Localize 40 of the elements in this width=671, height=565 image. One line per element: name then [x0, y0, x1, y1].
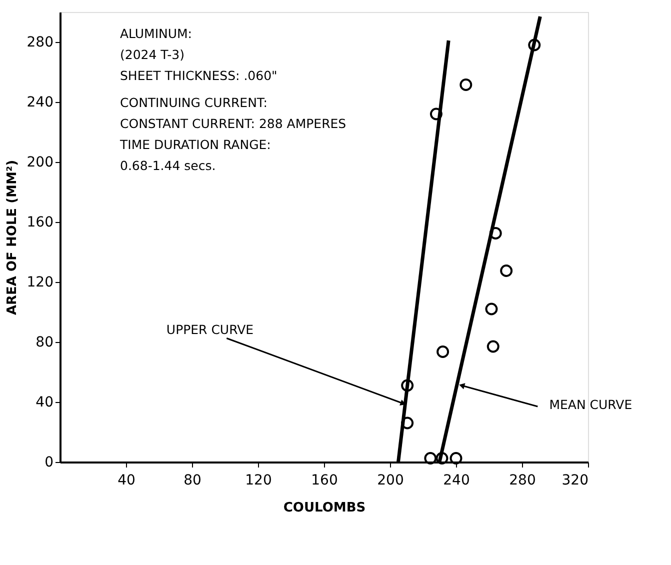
y-tick-label: 280 — [26, 34, 54, 50]
x-tick-label: 80 — [184, 472, 202, 488]
point — [401, 379, 414, 392]
annotation: 0.68-1.44 secs. — [120, 158, 216, 173]
x-tick-label: 280 — [509, 472, 536, 488]
annotation: MEAN CURVE — [549, 397, 632, 412]
point — [500, 264, 513, 277]
y-tick-label: 40 — [36, 394, 54, 410]
y-tick-label: 160 — [26, 214, 54, 230]
y-tick-label: 0 — [44, 454, 54, 470]
x-tick-label: 240 — [443, 472, 470, 488]
point — [430, 108, 442, 120]
annotation: ALUMINUM: — [120, 26, 192, 41]
point — [436, 346, 450, 358]
point — [528, 38, 541, 52]
y-tick-label: 80 — [36, 334, 54, 350]
annotation: (2024 T-3) — [120, 47, 184, 62]
point — [485, 302, 498, 316]
point — [489, 227, 502, 240]
y-tick-label: 120 — [26, 274, 54, 290]
x-axis-title: COULOMBS — [283, 500, 366, 516]
y-axis-title: AREA OF HOLE (MM²) — [4, 160, 20, 316]
x-tick-label: 120 — [245, 472, 272, 488]
x-tick-label: 160 — [311, 472, 338, 488]
annotation: CONTINUING CURRENT: — [120, 95, 268, 110]
point — [450, 452, 462, 464]
point — [460, 78, 472, 91]
x-tick-label: 320 — [562, 472, 588, 488]
point — [401, 416, 414, 430]
point — [424, 452, 437, 464]
annotation: UPPER CURVE — [166, 322, 254, 337]
annotation: CONSTANT CURRENT: 288 AMPERES — [120, 116, 346, 131]
annotation: TIME DURATION RANGE: — [119, 137, 271, 152]
point — [436, 452, 448, 464]
y-tick-label: 240 — [26, 94, 54, 110]
annotation: SHEET THICKNESS: .060" — [120, 68, 278, 83]
x-tick-label: 200 — [377, 472, 404, 488]
y-tick-label: 200 — [26, 154, 54, 170]
x-tick-label: 40 — [118, 472, 136, 488]
point — [486, 340, 500, 353]
